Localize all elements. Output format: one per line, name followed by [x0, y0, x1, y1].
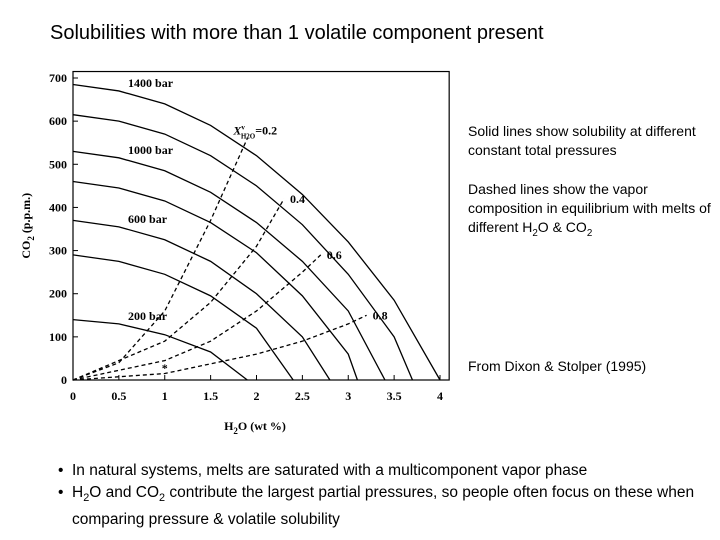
series-line: [72, 83, 441, 381]
plot-frame: [72, 70, 450, 381]
series-label: 600 bar: [128, 212, 168, 226]
series-line: [72, 254, 294, 381]
bullet: In natural systems, melts are saturated …: [58, 460, 698, 482]
subscript: 2: [532, 227, 538, 239]
text: H2O: [241, 132, 256, 140]
subscript: 2: [159, 492, 166, 505]
series-label: 1000 bar: [128, 143, 174, 157]
series-label: 200 bar: [128, 309, 168, 323]
series-line: [72, 318, 248, 381]
isopleth-label: 0.4: [290, 192, 305, 206]
x-tick-label: 2.5: [295, 389, 310, 403]
y-tick-label: 700: [49, 71, 67, 85]
text: X: [232, 123, 242, 137]
series-line: [72, 150, 386, 381]
text: v: [241, 123, 245, 131]
text: CO: [19, 241, 33, 259]
text: Dashed lines show the vapor composition …: [468, 181, 711, 235]
x-tick-label: 1.5: [203, 389, 218, 403]
x-tick-label: 2: [254, 389, 260, 403]
text: =: [255, 123, 262, 137]
text: O & CO: [537, 219, 587, 235]
y-tick-label: 300: [49, 244, 67, 258]
text: Solid lines show solubility at different…: [468, 123, 696, 158]
note: Solid lines show solubility at different…: [468, 122, 713, 160]
isopleth-label: Xv H2O=0.2: [232, 123, 277, 140]
text: O (wt %): [238, 419, 286, 433]
note: Dashed lines show the vapor composition …: [468, 180, 713, 243]
series-line: [72, 198, 285, 381]
series-label: 1400 bar: [128, 76, 174, 90]
isopleth-label: 0.8: [373, 308, 388, 322]
x-tick-label: 0.5: [111, 389, 126, 403]
text: H: [224, 419, 234, 433]
y-tick-label: 0: [61, 373, 67, 387]
x-tick-label: 3.5: [387, 389, 402, 403]
text: (p.p.m.): [19, 193, 33, 236]
text: O and CO: [89, 484, 160, 501]
bullet-list: In natural systems, melts are saturated …: [58, 460, 698, 531]
text: 0.2: [262, 123, 277, 137]
x-axis-label: H2O (wt %): [224, 419, 286, 436]
series-line: [72, 180, 359, 381]
y-tick-label: 100: [49, 330, 67, 344]
text: From Dixon & Stolper (1995): [468, 358, 647, 374]
chart: 0 0.5 1 1.5 2 2.5 3 3.5 4 0 100 200 300 400 500 600 700 H…: [19, 70, 450, 436]
note: From Dixon & Stolper (1995): [468, 357, 713, 376]
subscript: 2: [83, 492, 90, 505]
series-line: [72, 254, 322, 381]
x-tick-label: 4: [437, 389, 443, 403]
y-tick-label: 500: [49, 157, 67, 171]
y-axis-label: CO2 (p.p.m.): [19, 193, 36, 259]
x-tick-label: 0: [70, 389, 76, 403]
text: 2: [233, 426, 238, 436]
y-tick-label: 600: [49, 114, 67, 128]
series-line: [72, 114, 414, 381]
x-tick-label: 1: [162, 389, 168, 403]
y-tick-label: 400: [49, 200, 67, 214]
x-tick-label: 3: [345, 389, 351, 403]
text: H: [72, 484, 84, 501]
subscript: 2: [586, 227, 593, 239]
isopleth-label: 0.6: [327, 248, 342, 262]
bullet: H2O and CO2 contribute the largest parti…: [58, 482, 698, 531]
text: 2: [26, 236, 36, 241]
marker: *: [162, 361, 168, 375]
text: In natural systems, melts are saturated …: [72, 462, 588, 479]
y-tick-label: 200: [49, 287, 67, 301]
slide-title: Solubilities with more than 1 volatile c…: [50, 22, 544, 44]
text: contribute the largest partial pressures…: [72, 484, 695, 529]
series-line: [72, 219, 331, 381]
